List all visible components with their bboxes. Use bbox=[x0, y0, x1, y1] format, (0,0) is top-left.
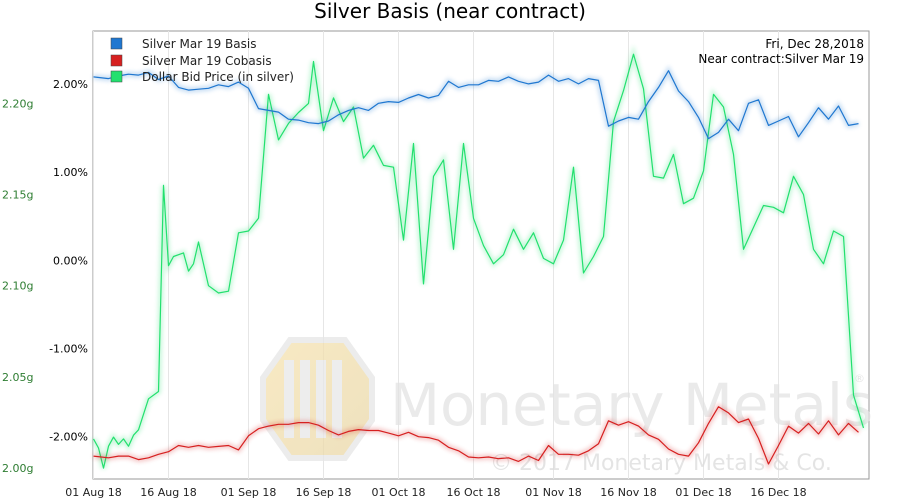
y-right-tick-label: 2.15g bbox=[2, 189, 33, 202]
series-layer bbox=[91, 44, 866, 470]
y-right-tick-label: 2.05g bbox=[2, 371, 33, 384]
y-axis-left-ticks: -2.00% -1.00% 0.00% 1.00% 2.00% bbox=[49, 78, 88, 444]
legend-label-cobasis: Silver Mar 19 Cobasis bbox=[142, 54, 272, 68]
x-axis-ticks: 01 Aug 18 16 Aug 18 01 Sep 18 16 Sep 18 01 O… bbox=[65, 486, 806, 499]
x-tick-label: 01 Aug 18 bbox=[65, 486, 121, 499]
watermark-registered: ® bbox=[854, 372, 865, 385]
legend-swatch-dollar bbox=[110, 70, 123, 83]
y-axis-right-ticks: 2.00g 2.05g 2.10g 2.15g 2.20g bbox=[2, 97, 33, 475]
y-right-tick-label: 2.20g bbox=[2, 97, 33, 110]
series-dollar-bid-line bbox=[92, 53, 865, 469]
x-tick-label: 01 Nov 18 bbox=[525, 486, 581, 499]
x-tick-label: 01 Dec 18 bbox=[675, 486, 731, 499]
y-left-tick-label: 2.00% bbox=[53, 78, 88, 91]
y-left-tick-label: -2.00% bbox=[49, 431, 88, 444]
x-tick-label: 16 Aug 18 bbox=[140, 486, 196, 499]
series-cobasis-line bbox=[93, 406, 859, 465]
x-tick-label: 16 Nov 18 bbox=[600, 486, 656, 499]
plot-area bbox=[92, 30, 870, 480]
info-contract: Near contract:Silver Mar 19 bbox=[698, 52, 864, 66]
legend-swatch-cobasis bbox=[110, 54, 123, 67]
series-basis-line bbox=[93, 70, 859, 140]
y-right-tick-label: 2.10g bbox=[2, 280, 33, 293]
x-tick-label: 16 Dec 18 bbox=[750, 486, 806, 499]
y-left-tick-label: 0.00% bbox=[53, 254, 88, 267]
info-date: Fri, Dec 28,2018 bbox=[765, 37, 864, 51]
legend-label-basis: Silver Mar 19 Basis bbox=[142, 37, 256, 51]
y-right-tick-label: 2.00g bbox=[2, 462, 33, 475]
x-tick-label: 01 Sep 18 bbox=[221, 486, 277, 499]
legend-swatch-basis bbox=[110, 37, 123, 50]
chart-title: Silver Basis (near contract) bbox=[314, 0, 586, 23]
watermark-logo bbox=[260, 337, 375, 461]
vertical-grid bbox=[93, 31, 779, 479]
y-left-tick-label: -1.00% bbox=[49, 342, 88, 355]
legend-label-dollar: Dollar Bid Price (in silver) bbox=[142, 70, 294, 84]
x-tick-label: 16 Sep 18 bbox=[296, 486, 352, 499]
x-tick-label: 16 Oct 18 bbox=[446, 486, 500, 499]
y-left-tick-label: 1.00% bbox=[53, 166, 88, 179]
legend: Silver Mar 19 Basis Silver Mar 19 Cobasi… bbox=[110, 37, 294, 84]
x-tick-label: 01 Oct 18 bbox=[371, 486, 425, 499]
